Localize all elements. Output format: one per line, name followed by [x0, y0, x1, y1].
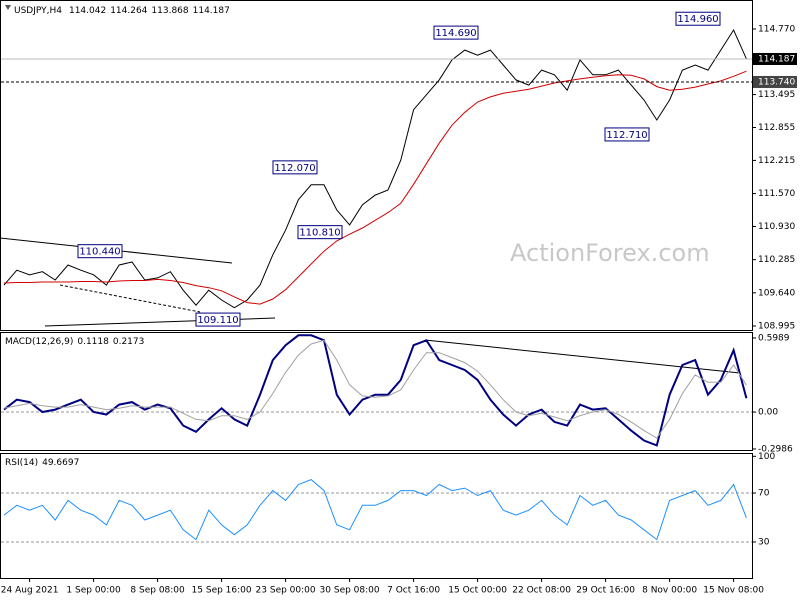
- x-tick-label: 15 Sep 16:00: [192, 586, 252, 596]
- x-tick-label: 24 Aug 2021: [1, 586, 59, 596]
- level-box: [753, 75, 797, 88]
- y-tick-label: 112.855: [758, 123, 795, 133]
- indicator-name: USDJPY,H4: [14, 6, 62, 16]
- readout-value: 114.187: [193, 6, 230, 16]
- readout-value: 0.1118: [77, 337, 109, 347]
- x-tick-label: 23 Sep 00:00: [256, 586, 316, 596]
- y-tick-label: 30: [758, 538, 770, 548]
- annotation-box: [195, 312, 241, 327]
- annotation-box: [272, 160, 318, 175]
- x-tick-label: 15 Oct 00:00: [448, 586, 507, 596]
- x-tick-label: 1 Sep 00:00: [66, 586, 121, 596]
- indicator-name: RSI(14): [5, 458, 38, 468]
- y-tick-label: 110.930: [758, 222, 795, 232]
- y-tick-label: 114.770: [758, 25, 795, 35]
- readout-value: 0.2173: [113, 337, 145, 347]
- main-line: [3, 334, 748, 447]
- price-panel: [0, 0, 753, 331]
- y-tick-label: -0.2986: [758, 444, 793, 454]
- y-tick-label: 0.00: [758, 408, 778, 418]
- readout-value: 49.6697: [42, 458, 79, 468]
- x-tick-label: 15 Nov 08:00: [703, 586, 764, 596]
- symbol-icon: [5, 5, 11, 10]
- secondary-line: [3, 70, 747, 305]
- annotation-label: 114.960: [677, 14, 718, 25]
- macd-trend-line: [424, 339, 741, 374]
- y-tick-label: 70: [758, 489, 770, 499]
- watermark: ActionForex.com: [510, 239, 710, 267]
- readout-value: 114.042: [69, 6, 106, 16]
- annotation-label: 110.440: [79, 247, 120, 258]
- x-tick-label: 8 Nov 00:00: [642, 586, 697, 596]
- y-tick-label: 109.640: [758, 288, 795, 298]
- annotation-box: [433, 25, 479, 40]
- annotation-box: [675, 11, 721, 26]
- current-price-box: [753, 52, 797, 65]
- annotation-label: 112.070: [274, 163, 315, 174]
- annotation-label: 109.110: [197, 315, 238, 326]
- panel-header: MACD(12,26,9) 0.1118 0.2173: [5, 337, 144, 347]
- macd-panel: [0, 332, 753, 451]
- panel-header: RSI(14) 49.6697: [5, 458, 79, 468]
- readout-value: 113.868: [151, 6, 188, 16]
- secondary-line: [3, 339, 747, 439]
- channel-line: [59, 284, 201, 313]
- level-label: 113.740: [758, 77, 795, 87]
- y-tick-label: 111.570: [758, 189, 795, 199]
- annotation-box: [77, 244, 123, 259]
- x-tick-label: 22 Oct 08:00: [512, 586, 571, 596]
- readout-value: 114.264: [110, 6, 147, 16]
- x-tick-label: 29 Oct 16:00: [576, 586, 635, 596]
- annotation-label: 114.690: [435, 28, 476, 39]
- panel-header: USDJPY,H4 114.042 114.264 113.868 114.187: [14, 6, 230, 16]
- y-tick-label: 0.5989: [758, 333, 790, 343]
- indicator-name: MACD(12,26,9): [5, 337, 73, 347]
- annotation-box: [604, 127, 650, 142]
- annotation-label: 112.710: [606, 130, 647, 141]
- rsi-line: [3, 479, 747, 541]
- annotation-label: 110.810: [299, 228, 340, 239]
- x-tick-label: 7 Oct 16:00: [387, 586, 440, 596]
- annotation-box: [297, 225, 343, 240]
- x-tick-label: 8 Sep 08:00: [130, 586, 185, 596]
- x-tick-label: 30 Sep 08:00: [320, 586, 380, 596]
- y-tick-label: 112.215: [758, 156, 795, 166]
- y-tick-label: 110.285: [758, 255, 795, 265]
- y-tick-label: 113.495: [758, 90, 795, 100]
- rsi-panel: [0, 453, 753, 579]
- y-tick-label: 100: [758, 452, 775, 462]
- y-tick-label: 108.995: [758, 321, 795, 331]
- current-price-label: 114.187: [758, 54, 795, 64]
